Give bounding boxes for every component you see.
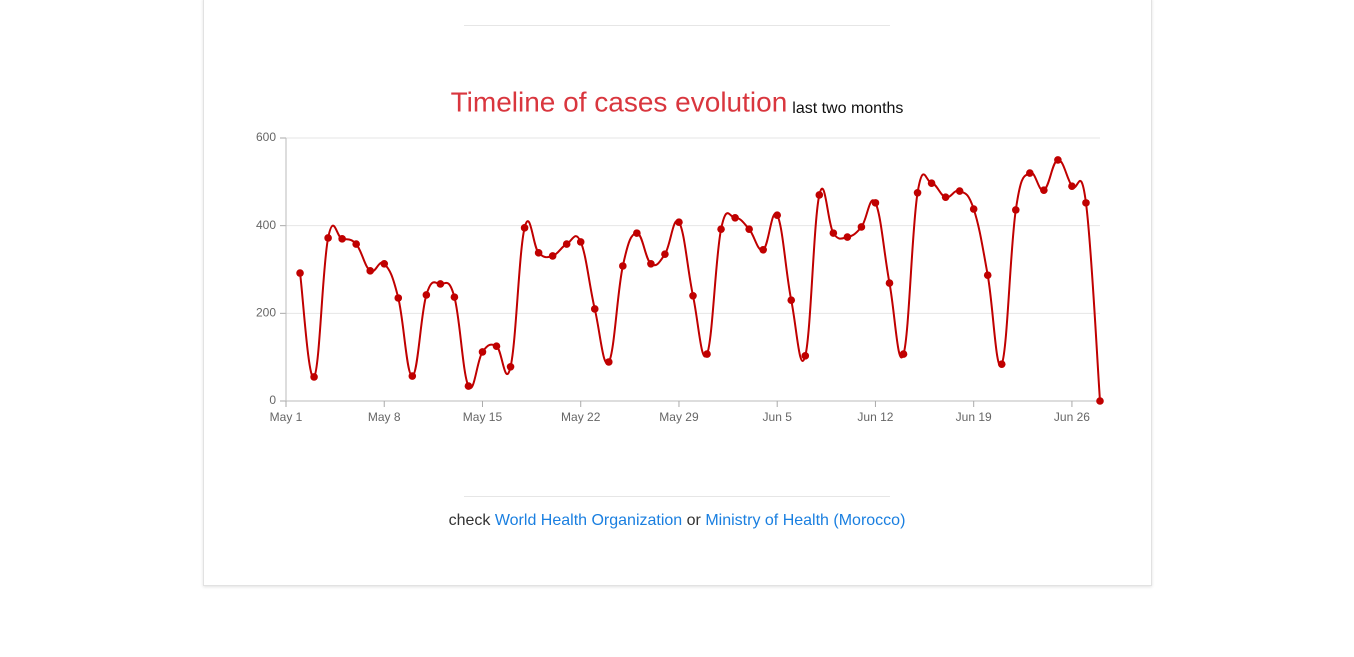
point [576,238,585,246]
point [352,240,360,248]
point [717,225,725,233]
point [829,229,838,237]
point [1054,156,1062,164]
point [647,260,655,268]
divider [464,25,890,26]
line [299,158,1101,402]
point [633,229,641,237]
card [203,0,1152,586]
point [366,267,375,275]
point [745,225,753,233]
point [1011,206,1020,214]
point [885,279,894,287]
point [296,269,304,277]
point [941,193,950,201]
point [394,294,403,302]
point [731,213,739,222]
footer-text: or [686,512,701,529]
point [324,234,332,242]
point [464,382,473,390]
x-tick-label: May 29 [659,410,699,424]
point [899,350,908,358]
point [843,233,852,241]
point [492,342,501,351]
point [436,280,445,288]
point [338,235,346,243]
point [1082,199,1090,207]
point [548,252,557,260]
point [857,223,866,231]
point [703,350,711,358]
point [590,305,599,313]
divider [464,496,890,497]
point [478,348,487,356]
x-tick-label: May 22 [561,410,601,424]
x-tick-label: May 1 [270,410,303,424]
point [310,373,318,381]
point [675,218,683,226]
point [815,191,824,199]
point [787,296,796,304]
chart: Timeline of cases evolution last two mon… [256,86,1104,424]
point [997,360,1006,368]
footer: check World Health Organization or Minis… [0,512,1354,530]
point [983,271,992,279]
x-tick-label: Jun 12 [857,410,893,424]
point [801,352,810,360]
y-tick-label: 400 [256,218,276,232]
y-tick-label: 0 [269,393,276,407]
footer-text: check [448,512,491,529]
x-tick-label: Jun 5 [763,410,793,424]
point [506,363,515,371]
point [1096,397,1104,405]
link[interactable]: Ministry of Health (Morocco) [705,512,906,529]
point [408,372,417,380]
y-tick-label: 600 [256,130,276,144]
point [955,187,964,195]
y-tick-label: 200 [256,306,276,320]
point [422,291,431,299]
point [969,205,978,213]
chart-title: Timeline of cases evolution [451,86,788,117]
point [661,250,669,258]
chart-subtitle: last two months [792,100,903,117]
x-tick-label: Jun 26 [1054,410,1090,424]
point [562,240,571,248]
link[interactable]: World Health Organization [494,512,683,529]
point [1040,186,1048,194]
point [619,262,627,270]
point [534,249,543,257]
x-tick-label: May 8 [368,410,401,424]
x-tick-label: May 15 [463,410,503,424]
point [604,358,613,366]
point [450,293,459,301]
point [927,179,936,187]
point [913,188,922,197]
point [759,245,767,254]
point [1026,169,1034,177]
point [520,224,529,232]
point [1068,182,1076,191]
point [380,260,389,268]
point [773,211,782,219]
point [689,292,697,300]
point [871,199,880,207]
x-tick-label: Jun 19 [956,410,992,424]
